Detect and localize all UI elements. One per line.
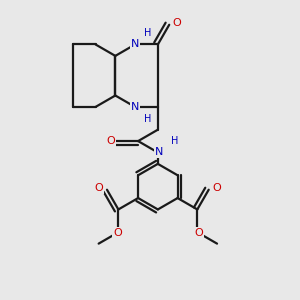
Text: O: O: [106, 136, 115, 146]
Text: O: O: [194, 228, 203, 238]
Text: N: N: [131, 102, 139, 112]
Text: H: H: [171, 136, 178, 146]
Text: O: O: [173, 18, 182, 28]
Text: H: H: [144, 114, 152, 124]
Text: N: N: [131, 40, 139, 50]
Text: O: O: [113, 228, 122, 238]
Text: O: O: [95, 183, 103, 193]
Text: O: O: [212, 183, 221, 193]
Text: N: N: [154, 148, 163, 158]
Text: H: H: [144, 28, 152, 38]
